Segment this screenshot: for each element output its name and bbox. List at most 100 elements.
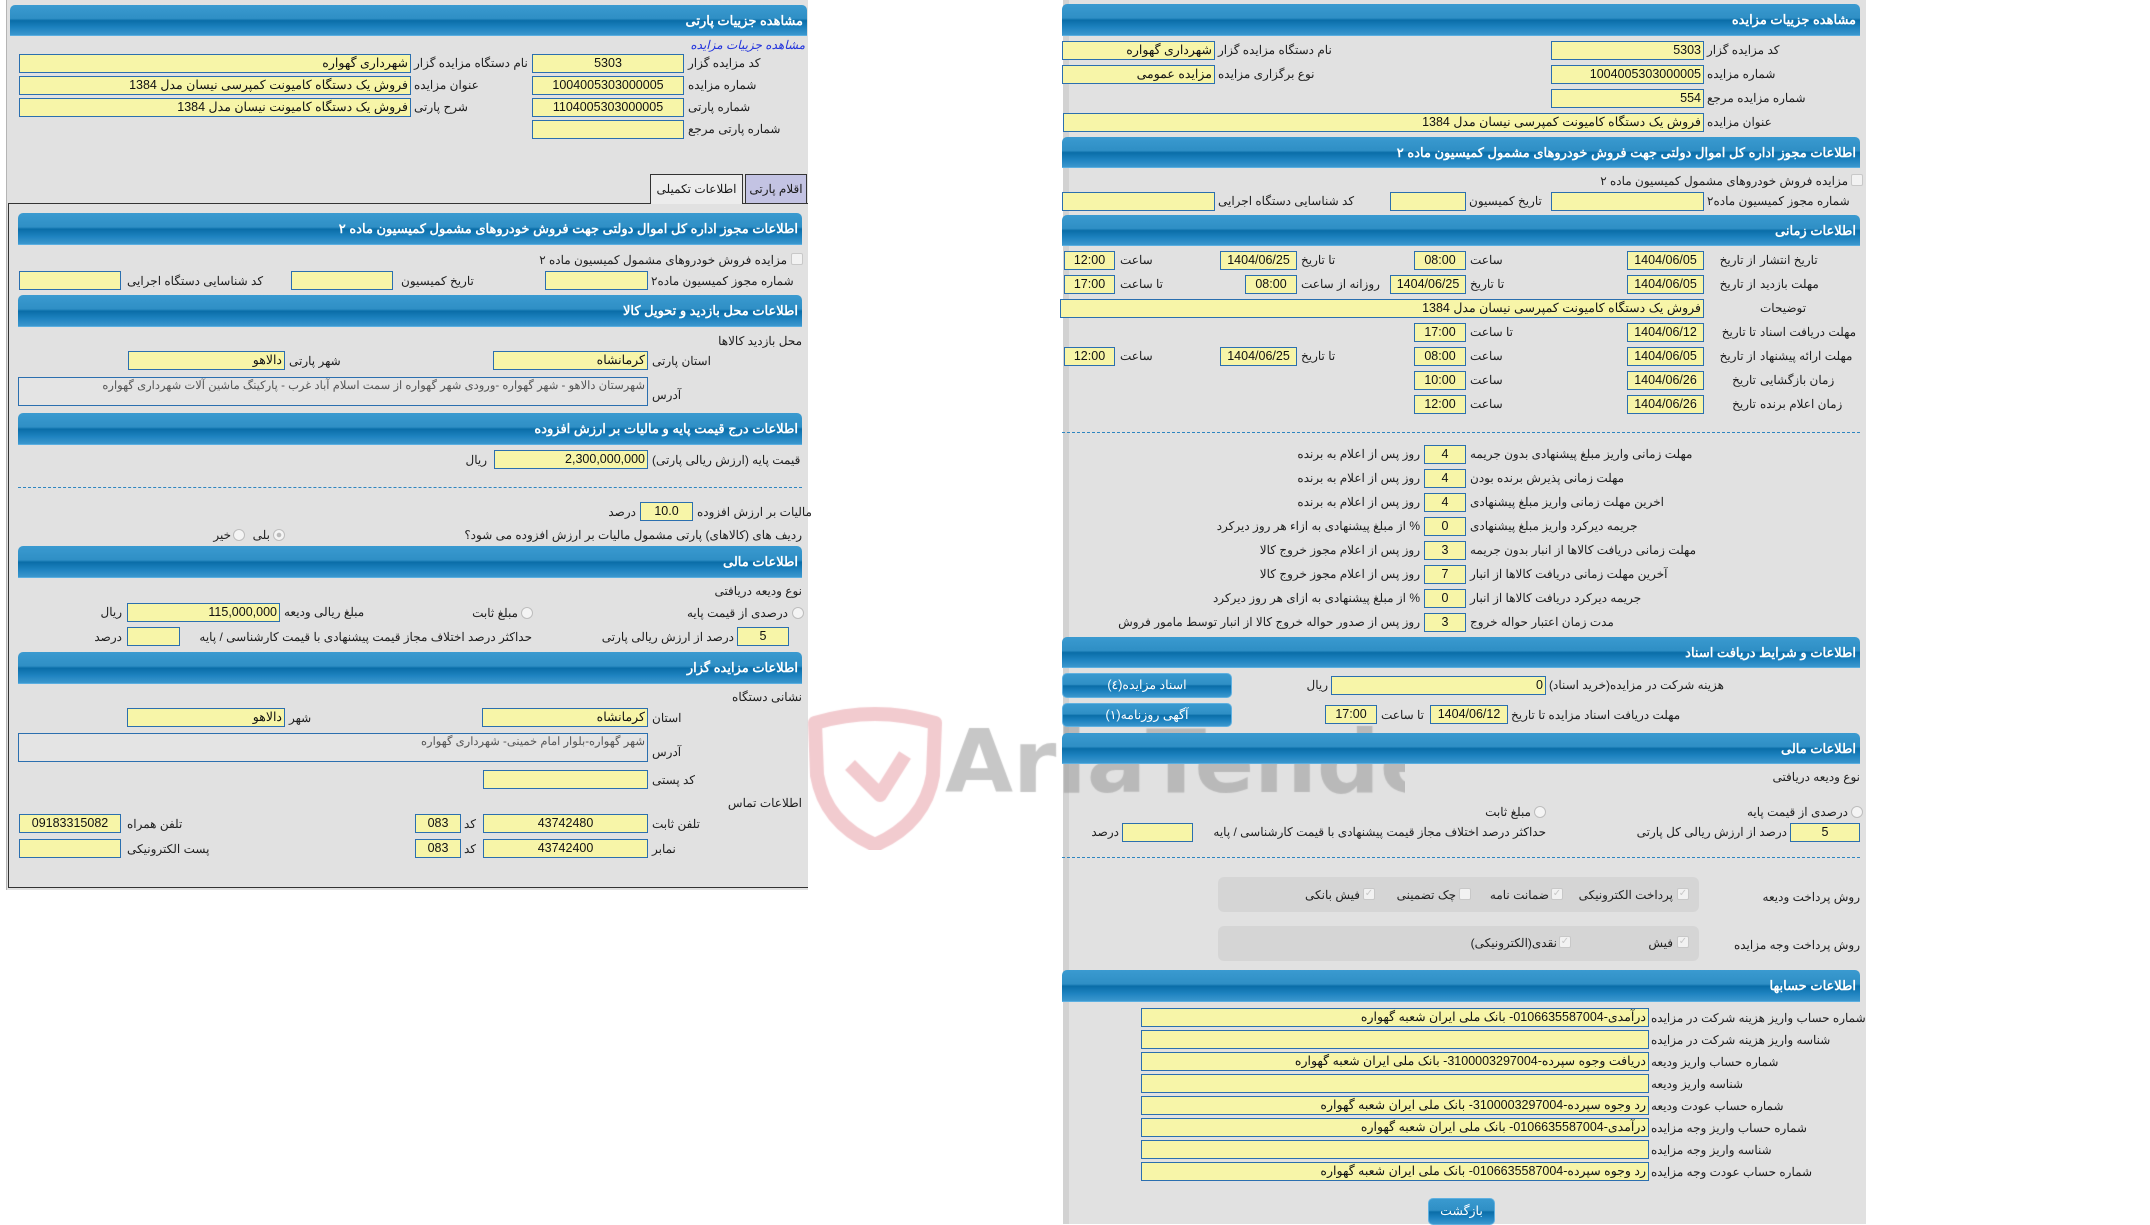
exec-agency-code-field[interactable]: [19, 271, 121, 290]
deadline-value-field[interactable]: 7: [1424, 565, 1466, 584]
auction-max-diff-field[interactable]: [1122, 823, 1193, 842]
auction-auctioneer-name-field[interactable]: شهرداری گهواره: [1062, 41, 1215, 60]
newspaper-ads-button[interactable]: آگهی روزنامه(۱): [1062, 703, 1232, 727]
publish-to-date[interactable]: 1404/06/25: [1220, 251, 1297, 270]
lot-number-field[interactable]: 1104005303000005: [532, 98, 684, 117]
commission-checkbox[interactable]: [791, 253, 803, 265]
account-field[interactable]: دریافت وجوه سپرده-3100003297004- بانک مل…: [1141, 1052, 1649, 1071]
documents-fee-field[interactable]: 0: [1331, 676, 1546, 695]
auction-number-field[interactable]: 1004005303000005: [532, 76, 684, 95]
docs-to-date[interactable]: 1404/06/12: [1627, 323, 1704, 342]
documents-deadline-time[interactable]: 17:00: [1325, 705, 1377, 724]
phone-code-field[interactable]: 083: [415, 814, 461, 833]
account-field[interactable]: درآمدی-0106635587004- بانک ملی ایران شعب…: [1141, 1118, 1649, 1137]
mobile-field[interactable]: 09183315082: [19, 814, 121, 833]
account-field[interactable]: رد وجوه سپرده-3100003297004- بانک ملی ای…: [1141, 1096, 1649, 1115]
account-field[interactable]: درآمدی-0106635587004- بانک ملی ایران شعب…: [1141, 1008, 1649, 1027]
opening-time[interactable]: 10:00: [1414, 371, 1466, 390]
winner-time[interactable]: 12:00: [1414, 395, 1466, 414]
auction-auctioneer-code-field[interactable]: 5303: [1551, 41, 1704, 60]
auction-deposit-fixed-radio[interactable]: [1534, 806, 1546, 818]
currency-label: ریال: [465, 453, 487, 467]
auctioneer-name-field[interactable]: شهرداری گهواره: [19, 54, 411, 73]
phone-field[interactable]: 43742480: [483, 814, 648, 833]
lot-address-field[interactable]: شهرستان دالاهو - شهر گهواره -ورودی شهر گ…: [18, 377, 648, 406]
deposit-method-checkbox[interactable]: [1459, 888, 1471, 900]
deadline-value-field[interactable]: 4: [1424, 493, 1466, 512]
deposit-fixed-radio[interactable]: [521, 607, 533, 619]
offer-from-date[interactable]: 1404/06/05: [1627, 347, 1704, 366]
account-field[interactable]: [1141, 1030, 1649, 1049]
auction-details-link[interactable]: مشاهده جزییات مزایده: [690, 38, 805, 52]
account-field[interactable]: [1141, 1074, 1649, 1093]
deadline-value-field[interactable]: 4: [1424, 469, 1466, 488]
deadline-value-field[interactable]: 0: [1424, 517, 1466, 536]
deadline-value-field[interactable]: 4: [1424, 445, 1466, 464]
lot-province-field[interactable]: کرمانشاه: [493, 351, 648, 370]
auctioneer-address-field[interactable]: شهر گهواره-بلوار امام خمینی- شهرداری گهو…: [18, 733, 648, 762]
back-button[interactable]: بازگشت: [1428, 1198, 1495, 1225]
winner-date[interactable]: 1404/06/26: [1627, 395, 1704, 414]
vat-field[interactable]: 10.0: [640, 502, 693, 521]
auction-title-field[interactable]: فروش یک دستگاه کامیونت کمپرسی نیسان مدل …: [19, 76, 411, 95]
visit-from-date[interactable]: 1404/06/05: [1627, 275, 1704, 294]
offer-to-date[interactable]: 1404/06/25: [1220, 347, 1297, 366]
auction-deposit-percent-radio[interactable]: [1851, 806, 1863, 818]
auction-deposit-percent-field[interactable]: 5: [1790, 823, 1860, 842]
visit-daily-to[interactable]: 17:00: [1064, 275, 1115, 294]
base-price-field[interactable]: 2,300,000,000: [494, 450, 648, 469]
email-field[interactable]: [19, 839, 121, 858]
visit-to-date[interactable]: 1404/06/25: [1390, 275, 1466, 294]
docs-to-time[interactable]: 17:00: [1414, 323, 1466, 342]
deposit-method-checkbox[interactable]: ✓: [1363, 888, 1375, 900]
vat-yes-radio[interactable]: [273, 529, 285, 541]
deposit-percent-field[interactable]: 5: [737, 627, 789, 646]
tab-supplementary-info[interactable]: اطلاعات تکمیلی: [650, 174, 743, 204]
account-field[interactable]: رد وجوه سپرده-0106635587004- بانک ملی ای…: [1141, 1162, 1649, 1181]
auction-subject-field[interactable]: فروش یک دستگاه کامیونت کمپرسی نیسان مدل …: [1063, 113, 1704, 132]
deposit-method-checkbox[interactable]: ✓: [1677, 888, 1689, 900]
deposit-amount-field[interactable]: 115,000,000: [127, 603, 280, 622]
offer-to-time[interactable]: 12:00: [1064, 347, 1115, 366]
auction-ref-field[interactable]: 554: [1551, 89, 1704, 108]
publish-from-date[interactable]: 1404/06/05: [1627, 251, 1704, 270]
commission-date-field[interactable]: [291, 271, 393, 290]
auction-number-field[interactable]: 1004005303000005: [1551, 65, 1704, 84]
deadline-value-field[interactable]: 3: [1424, 541, 1466, 560]
visit-daily-from[interactable]: 08:00: [1245, 275, 1297, 294]
auctioneer-city-field[interactable]: دالاهو: [127, 708, 285, 727]
deposit-percent-radio[interactable]: [792, 607, 804, 619]
publish-to-time[interactable]: 12:00: [1064, 251, 1115, 270]
deadline-value-field[interactable]: 3: [1424, 613, 1466, 632]
auction-documents-button[interactable]: اسناد مزایده(٤): [1062, 673, 1232, 698]
fax-field[interactable]: 43742400: [483, 839, 648, 858]
payment-method-checkbox[interactable]: ✓: [1677, 936, 1689, 948]
lot-description-field[interactable]: فروش یک دستگاه کامیونت نیسان مدل 1384: [19, 98, 411, 117]
deposit-method-checkbox[interactable]: ✓: [1551, 888, 1563, 900]
auction-exec-code-field[interactable]: [1062, 192, 1215, 211]
lot-ref-field[interactable]: [532, 120, 684, 139]
opening-date[interactable]: 1404/06/26: [1627, 371, 1704, 390]
offer-from-time[interactable]: 08:00: [1414, 347, 1466, 366]
auction-permit-field[interactable]: [1551, 192, 1704, 211]
publish-from-time[interactable]: 08:00: [1414, 251, 1466, 270]
auctioneer-code-field[interactable]: 5303: [532, 54, 684, 73]
vat-no-radio[interactable]: [233, 529, 245, 541]
auction-commission-date-field[interactable]: [1390, 192, 1466, 211]
documents-deadline-date[interactable]: 1404/06/12: [1430, 705, 1508, 724]
field-label: تلفن همراه: [127, 817, 183, 831]
auction-commission-checkbox[interactable]: [1851, 174, 1863, 186]
account-field[interactable]: [1141, 1140, 1649, 1159]
max-diff-field[interactable]: [127, 627, 180, 646]
tab-lot-items[interactable]: اقلام پارتی: [745, 174, 807, 204]
payment-method-checkbox[interactable]: ✓: [1559, 936, 1571, 948]
fax-code-field[interactable]: 083: [415, 839, 461, 858]
auctioneer-province-field[interactable]: کرمانشاه: [482, 708, 648, 727]
auction-type-field[interactable]: مزایده عمومی: [1062, 65, 1215, 84]
postal-code-field[interactable]: [483, 770, 648, 789]
notes-field[interactable]: فروش یک دستگاه کامیونت کمپرسی نیسان مدل …: [1060, 299, 1704, 318]
field-label: نام دستگاه مزایده گزار: [414, 56, 528, 70]
commission-permit-field[interactable]: [545, 271, 648, 290]
lot-city-field[interactable]: دالاهو: [128, 351, 285, 370]
deadline-value-field[interactable]: 0: [1424, 589, 1466, 608]
